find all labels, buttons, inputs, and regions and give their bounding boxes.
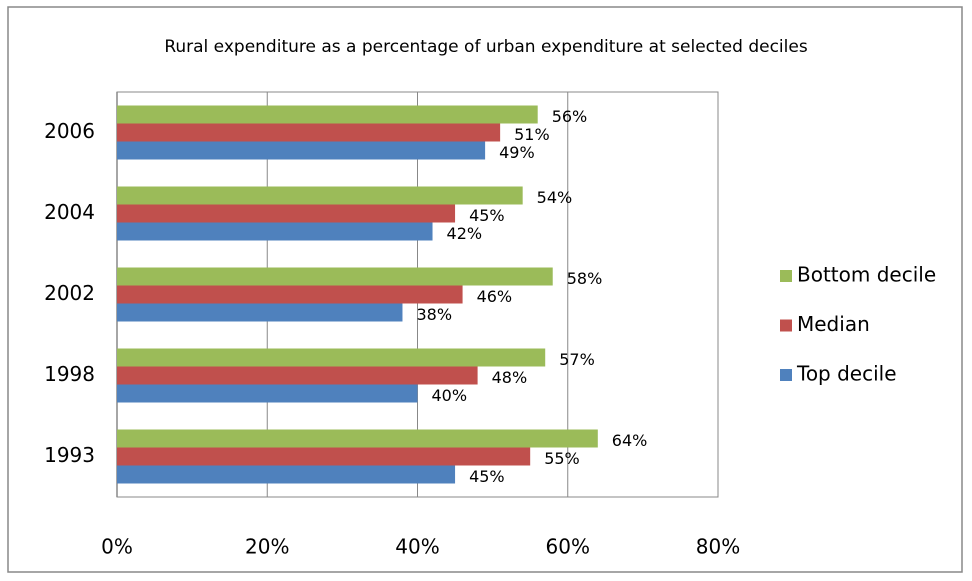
bar bbox=[117, 447, 531, 466]
bar bbox=[117, 366, 478, 385]
value-label: 48% bbox=[492, 368, 528, 387]
value-label: 54% bbox=[537, 188, 573, 207]
bar bbox=[117, 348, 546, 367]
x-tick-label: 20% bbox=[245, 535, 289, 559]
bar bbox=[117, 303, 403, 322]
y-tick-label: 1993 bbox=[44, 443, 95, 467]
value-label: 55% bbox=[544, 449, 580, 468]
y-tick-label: 2004 bbox=[44, 200, 95, 224]
bar bbox=[117, 141, 486, 160]
y-tick-label: 2002 bbox=[44, 281, 95, 305]
value-label: 49% bbox=[499, 143, 535, 162]
legend-swatch bbox=[780, 319, 792, 332]
legend-label: Bottom decile bbox=[797, 263, 936, 287]
bar bbox=[117, 285, 463, 304]
x-tick-label: 0% bbox=[101, 535, 133, 559]
x-tick-label: 80% bbox=[696, 535, 740, 559]
bar bbox=[117, 204, 456, 223]
legend-swatch bbox=[780, 369, 792, 381]
value-label: 56% bbox=[552, 107, 588, 126]
value-label: 40% bbox=[432, 386, 468, 405]
value-label: 38% bbox=[416, 305, 452, 324]
value-label: 51% bbox=[514, 125, 550, 144]
y-tick-label: 1998 bbox=[44, 362, 95, 386]
bar bbox=[117, 429, 598, 448]
x-tick-label: 40% bbox=[395, 535, 439, 559]
bar bbox=[117, 384, 418, 403]
value-label: 46% bbox=[477, 287, 513, 306]
value-label: 58% bbox=[567, 269, 603, 288]
bar bbox=[117, 222, 433, 241]
value-label: 42% bbox=[447, 224, 483, 243]
bar bbox=[117, 123, 501, 142]
bar bbox=[117, 105, 538, 124]
bar bbox=[117, 186, 523, 205]
value-label: 45% bbox=[469, 467, 505, 486]
legend-swatch bbox=[780, 270, 792, 282]
x-tick-label: 60% bbox=[546, 535, 590, 559]
chart-title: Rural expenditure as a percentage of urb… bbox=[164, 37, 807, 57]
value-label: 45% bbox=[469, 206, 505, 225]
bar bbox=[117, 465, 456, 484]
value-label: 57% bbox=[559, 350, 595, 369]
legend-label: Median bbox=[797, 312, 870, 336]
value-label: 64% bbox=[612, 431, 648, 450]
y-tick-label: 2006 bbox=[44, 119, 95, 143]
legend-label: Top decile bbox=[796, 362, 897, 386]
bar bbox=[117, 267, 553, 286]
